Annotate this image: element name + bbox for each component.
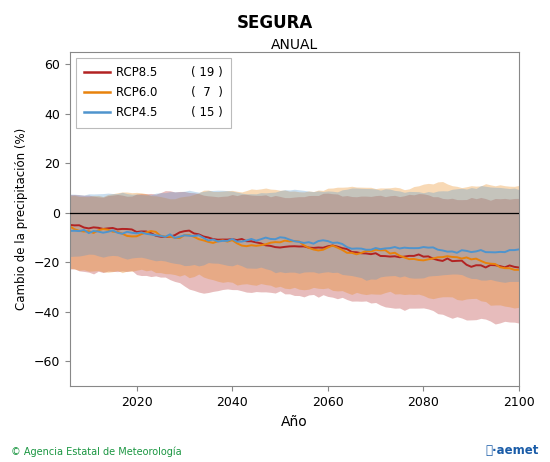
Text: Ⓜ·aemet: Ⓜ·aemet: [486, 444, 539, 457]
Text: SEGURA: SEGURA: [237, 14, 313, 32]
Legend: RCP8.5         ( 19 ), RCP6.0         (  7  ), RCP4.5         ( 15 ): RCP8.5 ( 19 ), RCP6.0 ( 7 ), RCP4.5 ( 15…: [75, 58, 231, 128]
Text: © Agencia Estatal de Meteorología: © Agencia Estatal de Meteorología: [11, 447, 182, 457]
Title: ANUAL: ANUAL: [271, 38, 318, 52]
Y-axis label: Cambio de la precipitación (%): Cambio de la precipitación (%): [15, 128, 28, 310]
X-axis label: Año: Año: [281, 414, 308, 429]
